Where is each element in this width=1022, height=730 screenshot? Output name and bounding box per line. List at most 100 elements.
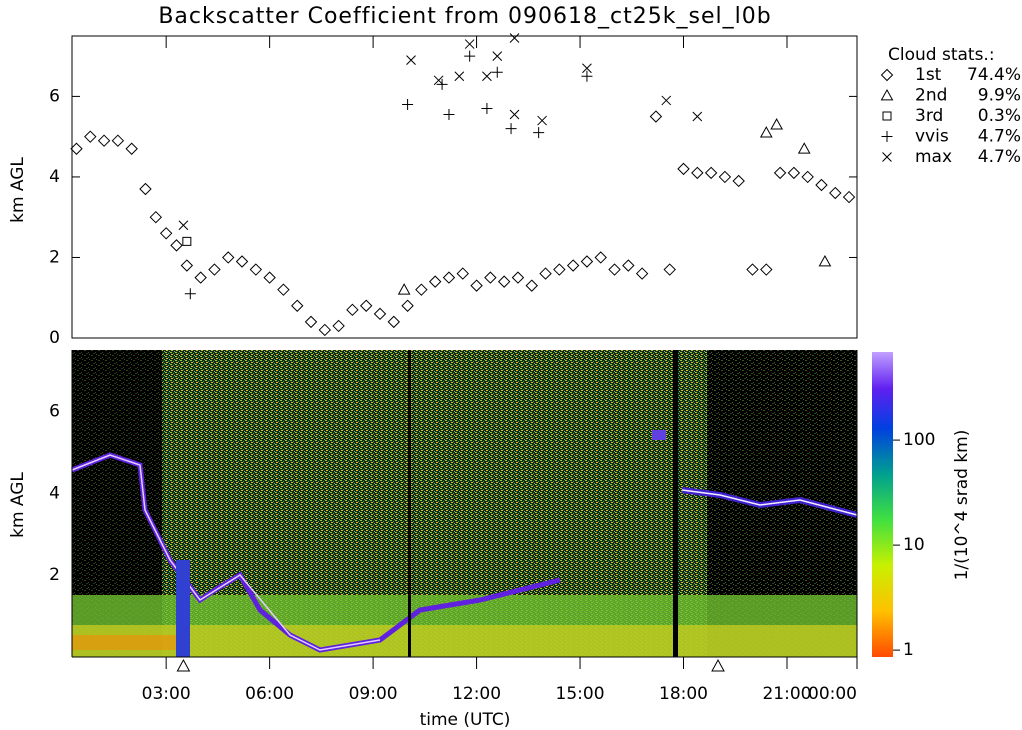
marker-diamond <box>170 239 183 252</box>
marker-diamond <box>208 263 221 276</box>
legend-symbol <box>882 152 892 162</box>
colorbar-tick-label: 10 <box>903 535 925 555</box>
legend-stat: 4.7% <box>978 127 1021 147</box>
marker-diamond <box>139 182 152 196</box>
x-tick-label: 21:00 <box>762 684 811 704</box>
marker-triangle <box>797 142 811 154</box>
marker-diamond <box>97 134 111 147</box>
marker-diamond <box>842 190 856 204</box>
marker-cross <box>406 55 416 66</box>
marker-diamond <box>111 134 125 147</box>
marker-diamond <box>125 142 138 155</box>
marker-diamond <box>815 178 828 192</box>
colorbar-tick-label: 100 <box>903 430 935 450</box>
marker-diamond <box>760 263 773 276</box>
marker-cross <box>464 39 475 49</box>
marker-diamond <box>277 283 290 296</box>
marker-diamond <box>304 315 318 329</box>
legend-stat: 4.7% <box>978 147 1021 167</box>
marker-diamond <box>359 299 373 312</box>
legend-stat: 74.4% <box>967 65 1021 85</box>
marker-diamond <box>180 259 194 272</box>
marker-plus <box>481 102 493 114</box>
marker-square <box>182 236 192 246</box>
marker-diamond <box>691 166 704 180</box>
marker-diamond <box>415 283 428 296</box>
x-tick-label: 15:00 <box>556 684 605 704</box>
marker-diamond <box>263 271 276 284</box>
y-tick-label: 4 <box>49 483 60 503</box>
marker-diamond <box>594 251 607 264</box>
marker-diamond <box>718 170 732 184</box>
marker-diamond <box>649 110 663 123</box>
x-tick-label: 03:00 <box>142 684 191 704</box>
marker-cross <box>582 63 592 74</box>
y-tick-label: 2 <box>49 247 60 267</box>
marker-cross <box>492 51 503 61</box>
marker-diamond <box>663 263 676 276</box>
marker-plus <box>505 123 517 135</box>
y-axis-label: km AGL <box>8 157 28 223</box>
chart-title: Backscatter Coefficient from 090618_ct25… <box>158 4 771 29</box>
marker-diamond <box>566 259 580 272</box>
legend-symbol <box>882 111 892 121</box>
marker-diamond <box>401 299 414 312</box>
colorbar-label: 1/(10^4 srad km) <box>952 430 972 581</box>
marker-diamond <box>291 299 304 312</box>
marker-diamond <box>159 227 173 240</box>
y-tick-label: 2 <box>49 565 60 585</box>
marker-cross <box>482 71 492 82</box>
marker-cross <box>692 111 703 122</box>
marker-cross <box>433 75 444 86</box>
marker-diamond <box>773 166 787 180</box>
legend-label: 2nd <box>915 86 947 106</box>
marker-plus <box>491 66 503 78</box>
marker-triangle <box>397 283 411 295</box>
x-axis-label: time (UTC) <box>420 710 511 730</box>
legend-title: Cloud stats.: <box>888 45 995 65</box>
marker-diamond <box>525 279 538 292</box>
legend-label: max <box>915 147 952 167</box>
marker-plus <box>402 98 414 110</box>
marker-diamond <box>484 271 497 284</box>
marker-diamond <box>553 263 566 276</box>
marker-diamond <box>732 174 745 188</box>
marker-diamond <box>149 210 163 224</box>
marker-cross <box>509 33 520 43</box>
marker-cross <box>178 220 189 231</box>
marker-diamond <box>456 267 469 280</box>
legend-symbol <box>880 68 894 82</box>
marker-plus <box>443 109 455 121</box>
y-tick-label: 6 <box>49 401 60 421</box>
marker-diamond <box>608 263 621 276</box>
marker-diamond <box>70 142 83 155</box>
legend-label: 3rd <box>915 106 943 126</box>
marker-diamond <box>746 263 759 276</box>
x-tick-label: 06:00 <box>245 684 294 704</box>
marker-diamond <box>387 315 401 329</box>
backscatter-image <box>71 350 858 657</box>
marker-plus <box>581 70 593 82</box>
event-marker <box>176 658 191 672</box>
marker-diamond <box>635 267 649 280</box>
marker-diamond <box>84 130 97 143</box>
colorbar-tick-label: 1 <box>903 640 914 660</box>
marker-plus <box>184 288 196 300</box>
marker-diamond <box>511 271 525 284</box>
marker-diamond <box>580 255 594 268</box>
marker-diamond <box>222 251 235 264</box>
y-tick-label: 0 <box>49 328 60 348</box>
marker-diamond <box>622 259 635 272</box>
marker-diamond <box>677 162 690 176</box>
marker-diamond <box>442 271 456 284</box>
legend-symbol <box>881 131 893 142</box>
x-tick-label: 00:00 <box>808 684 857 704</box>
marker-triangle <box>818 254 832 267</box>
x-tick-label: 12:00 <box>452 684 501 704</box>
marker-diamond <box>373 307 387 321</box>
y-tick-label: 6 <box>49 86 60 106</box>
marker-diamond <box>801 170 814 184</box>
colorbar <box>872 352 893 657</box>
marker-diamond <box>332 319 345 333</box>
